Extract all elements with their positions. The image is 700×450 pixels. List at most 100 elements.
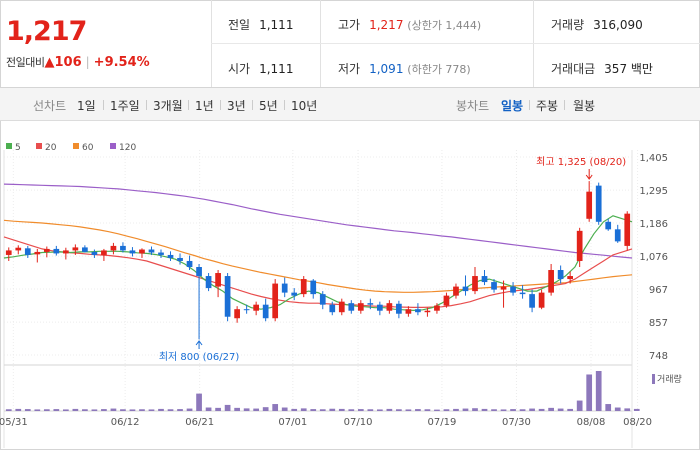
volume-bar (319, 409, 326, 411)
volume-bar (567, 408, 574, 411)
volume-bar (576, 400, 583, 411)
volume-bar (262, 407, 269, 411)
volume-bar (72, 408, 79, 411)
volume-bar (624, 408, 631, 411)
candle-body (548, 270, 554, 293)
open-price: 시가 1,111 (228, 60, 293, 77)
candle-body (367, 303, 374, 305)
candle-body (243, 309, 250, 311)
tab-weekly[interactable]: 주봉 (536, 99, 559, 113)
volume-label: 거래량 (551, 18, 585, 32)
candle-body (167, 254, 174, 258)
volume-bar (253, 408, 260, 411)
tab-separator (284, 100, 285, 110)
candle-body (529, 294, 535, 308)
candle-body (424, 310, 431, 313)
candle-body (348, 303, 355, 311)
volume-bar (481, 408, 488, 411)
candle-body (15, 247, 22, 251)
volume-bar (205, 407, 212, 411)
tab-1w[interactable]: 1주일 (110, 99, 140, 113)
volume-bar (91, 409, 98, 411)
volume-bar (386, 408, 393, 411)
change-separator: | (85, 55, 90, 69)
volume-bar (338, 408, 345, 411)
volume-bar (491, 409, 497, 411)
tab-1y[interactable]: 1년 (195, 99, 214, 113)
tab-daily[interactable]: 일봉 (501, 99, 524, 113)
volume-bar (614, 407, 621, 411)
volume-bar (215, 407, 221, 411)
y-tick-label: 1,405 (639, 153, 668, 164)
y-tick-label: 967 (649, 285, 668, 296)
candle-body (62, 250, 69, 254)
tab-10y[interactable]: 10년 (291, 99, 318, 113)
volume-bar (120, 409, 126, 411)
legend-swatch (36, 143, 42, 149)
volume-bar (224, 404, 231, 411)
volume-bar (348, 409, 355, 411)
y-tick-label: 748 (649, 351, 668, 362)
prev-close: 전일 1,111 (228, 16, 293, 33)
volume-bar (186, 408, 193, 411)
candle-body (310, 280, 317, 295)
candle-body (510, 286, 516, 293)
tab-separator (252, 100, 253, 110)
tab-monthly[interactable]: 월봉 (573, 99, 596, 113)
volume-bar (110, 408, 117, 411)
candle-body (34, 251, 41, 255)
prev-close-value: 1,111 (259, 18, 294, 32)
candle-body (43, 248, 50, 252)
volume-bar (548, 407, 554, 411)
volume-bar (424, 409, 431, 411)
tab-5y[interactable]: 5년 (259, 99, 278, 113)
open-value: 1,111 (259, 62, 294, 76)
legend-label: 5 (15, 143, 21, 153)
candle-body (557, 270, 564, 280)
x-tick-label: 05/31 (0, 417, 28, 428)
volume-bar (243, 408, 250, 411)
candle-body (82, 247, 88, 252)
volume-bar (291, 408, 298, 411)
prev-close-label: 전일 (228, 18, 251, 32)
volume-bar (15, 408, 22, 411)
lower-limit: (하한가 778) (407, 63, 471, 76)
upper-limit: (상한가 1,444) (407, 19, 482, 32)
volume-bar (148, 409, 155, 411)
volume-bar (557, 408, 564, 411)
change-percent: +9.54% (93, 55, 150, 70)
candle-body (443, 295, 450, 306)
candle-body (177, 257, 183, 261)
candle-body (338, 301, 345, 313)
y-tick-label: 857 (649, 318, 668, 329)
volume-legend-label: 거래량 (657, 373, 682, 385)
candle-body (129, 250, 136, 254)
x-tick-label: 08/20 (623, 417, 652, 428)
open-label: 시가 (228, 62, 251, 76)
chart-period-tabs: 선차트 1일 1주일 3개월 1년 3년 5년 10년 봉차트 일봉 주봉 월봉 (0, 88, 700, 121)
volume-bar (462, 408, 469, 411)
tab-separator (564, 100, 565, 110)
legend-swatch (73, 143, 79, 149)
volume-bar (376, 409, 383, 411)
candle-body (538, 292, 545, 308)
candle-body (462, 286, 469, 292)
volume-bar (529, 408, 535, 411)
volume-bar (415, 409, 421, 411)
candle-body (614, 229, 621, 242)
volume-bar (357, 409, 364, 411)
volume-bar (62, 409, 69, 411)
volume-bar (443, 409, 450, 411)
candle-body (186, 260, 193, 267)
candle-body (110, 245, 117, 251)
candle-body (605, 221, 612, 230)
tab-3y[interactable]: 3년 (227, 99, 246, 113)
tab-3m[interactable]: 3개월 (153, 99, 183, 113)
volume-bar (53, 409, 60, 411)
candle-body (148, 249, 155, 253)
high-annotation: 최고 1,325 (08/20) (536, 156, 626, 168)
tab-1d[interactable]: 1일 (77, 99, 96, 113)
ma-line-5 (3, 215, 633, 312)
ma-line-120 (3, 183, 633, 259)
volume-bar (167, 409, 174, 411)
